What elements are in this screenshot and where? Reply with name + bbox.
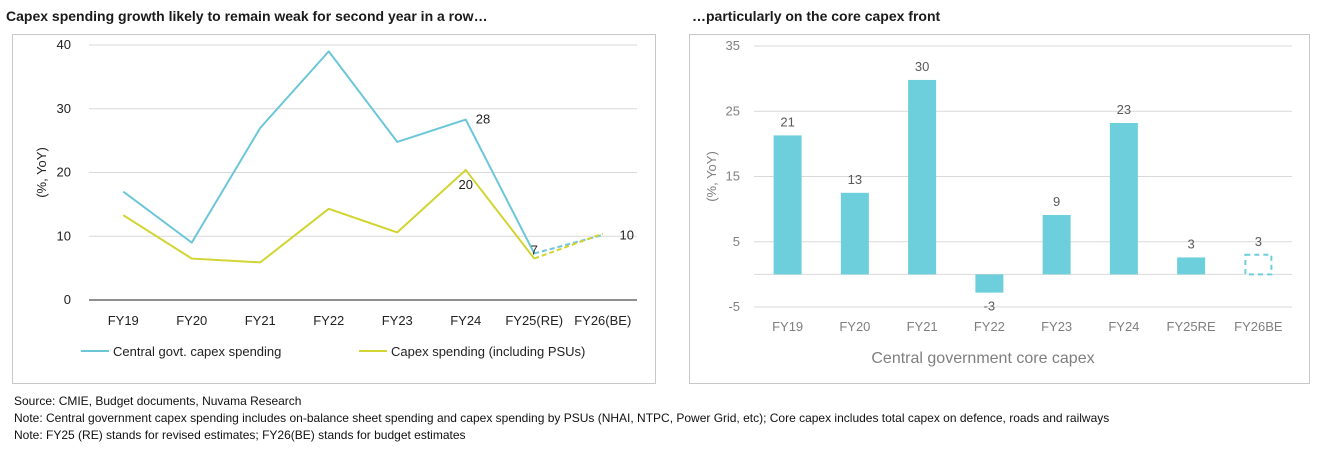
data-label: 28 xyxy=(476,112,490,127)
x-tick-label: FY23 xyxy=(1041,319,1072,334)
data-label: 20 xyxy=(459,177,473,192)
data-point xyxy=(396,141,398,143)
y-axis-label: (%, YoY) xyxy=(704,151,719,202)
bar xyxy=(1109,122,1138,275)
x-axis-title: Central government core capex xyxy=(871,350,1094,367)
x-tick-label: FY19 xyxy=(772,319,803,334)
y-tick-label: -5 xyxy=(728,299,740,314)
data-label: -3 xyxy=(984,299,996,314)
data-point xyxy=(191,258,193,260)
series-projection-line xyxy=(533,234,604,255)
data-point xyxy=(396,231,398,233)
data-label: 3 xyxy=(1188,236,1195,251)
x-tick-label: FY22 xyxy=(974,319,1005,334)
series-projection-line xyxy=(533,232,604,260)
data-label: 23 xyxy=(1117,102,1131,117)
x-tick-label: FY24 xyxy=(1108,319,1139,334)
bar xyxy=(908,79,937,275)
data-label: 10 xyxy=(620,228,634,243)
data-label: 7 xyxy=(531,242,538,257)
x-tick-label: FY23 xyxy=(382,313,413,328)
left-chart-title: Capex spending growth likely to remain w… xyxy=(6,8,488,24)
right-chart-title: …particularly on the core capex front xyxy=(692,8,941,24)
y-tick-label: 0 xyxy=(64,292,71,307)
y-tick-label: 35 xyxy=(726,38,740,53)
y-tick-label: 25 xyxy=(726,103,740,118)
series-line xyxy=(122,168,536,264)
line-chart: 0 10 20 30 40 FY19 FY20 FY21 FY22 FY23 FY24 FY25(RE… xyxy=(34,37,637,359)
data-point xyxy=(533,258,535,260)
data-point xyxy=(328,208,330,210)
x-tick-label: FY21 xyxy=(245,313,276,328)
data-label: 30 xyxy=(915,59,929,74)
footnotes: Source: CMIE, Budget documents, Nuvama R… xyxy=(14,393,1109,444)
data-point xyxy=(259,127,261,129)
data-point xyxy=(259,261,261,263)
y-axis-label: (%, YoY) xyxy=(34,147,49,198)
data-point xyxy=(122,191,124,193)
series-line xyxy=(122,50,536,254)
bar xyxy=(1177,257,1206,275)
y-tick-label: 30 xyxy=(57,101,71,116)
bar-chart: -5 5 15 25 35 (%, YoY) 21 FY19 13 FY20 30 FY21 -3 FY2… xyxy=(704,38,1292,367)
bar-projected xyxy=(1244,253,1273,276)
y-tick-label: 15 xyxy=(726,169,740,184)
data-label: 3 xyxy=(1255,234,1262,249)
y-tick-label: 10 xyxy=(57,228,71,243)
bar-chart-panel: -5 5 15 25 35 (%, YoY) 21 FY19 13 FY20 30 FY21 -3 FY2… xyxy=(689,34,1310,384)
y-tick-label: 5 xyxy=(733,234,740,249)
x-tick-label: FY20 xyxy=(176,313,207,328)
x-tick-label: FY26(BE) xyxy=(574,313,631,328)
legend-label: Central govt. capex spending xyxy=(113,344,281,359)
data-point xyxy=(122,214,124,216)
data-point xyxy=(191,242,193,244)
bar xyxy=(840,192,869,275)
data-point xyxy=(328,50,330,52)
data-point xyxy=(465,119,467,121)
data-point xyxy=(602,233,604,235)
x-tick-label: FY24 xyxy=(450,313,481,328)
bar xyxy=(773,135,802,275)
estimates-note: Note: FY25 (RE) stands for revised estim… xyxy=(14,428,466,442)
data-label: 9 xyxy=(1053,194,1060,209)
x-tick-label: FY21 xyxy=(907,319,938,334)
source-note: Source: CMIE, Budget documents, Nuvama R… xyxy=(14,394,302,408)
x-tick-label: FY25RE xyxy=(1167,319,1216,334)
line-chart-panel: 0 10 20 30 40 FY19 FY20 FY21 FY22 FY23 FY24 FY25(RE… xyxy=(12,34,656,384)
x-tick-label: FY20 xyxy=(839,319,870,334)
y-tick-label: 20 xyxy=(57,165,71,180)
data-point xyxy=(465,169,467,171)
data-label: 21 xyxy=(780,114,794,129)
definition-note: Note: Central government capex spending … xyxy=(14,411,1110,425)
x-tick-label: FY19 xyxy=(108,313,139,328)
x-tick-label: FY25(RE) xyxy=(505,313,563,328)
x-tick-label: FY26BE xyxy=(1234,319,1283,334)
bar xyxy=(1042,214,1071,275)
legend-label: Capex spending (including PSUs) xyxy=(391,344,585,359)
y-tick-label: 40 xyxy=(57,37,71,52)
x-tick-label: FY22 xyxy=(313,313,344,328)
data-label: 13 xyxy=(848,172,862,187)
bar xyxy=(975,274,1004,293)
